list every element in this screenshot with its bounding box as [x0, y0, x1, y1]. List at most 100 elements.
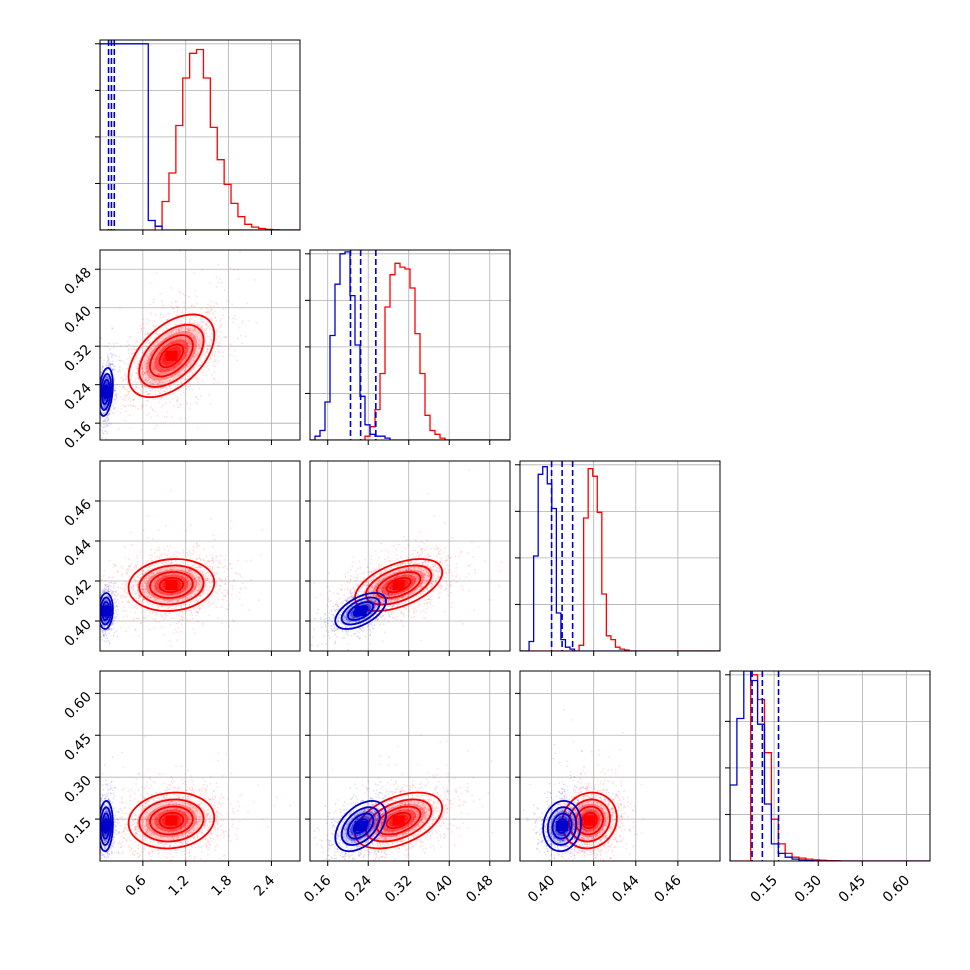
- y-tick-label: 0.42: [61, 577, 94, 610]
- x-tick-label: 0.30: [792, 873, 825, 906]
- blue-scatter-points: [100, 564, 124, 648]
- red-contour: [127, 313, 216, 399]
- y-tick-label: 0.40: [61, 303, 94, 336]
- panel-content: [100, 40, 300, 230]
- blue-contour: [347, 601, 375, 621]
- red-contour: [127, 791, 216, 850]
- red-peak-cell: [392, 580, 405, 590]
- blue-contour: [347, 812, 375, 840]
- panel-content: [310, 250, 510, 440]
- y-tick-label: 0.45: [61, 731, 94, 764]
- blue-contour: [100, 592, 114, 630]
- panel-content: [310, 734, 494, 861]
- x-tick-label: 0.15: [748, 873, 781, 906]
- x-tick-label: 0.40: [525, 873, 558, 906]
- x-tick-label: 1.2: [165, 873, 192, 900]
- red-contour: [149, 334, 194, 378]
- blue-peak-cell: [100, 821, 112, 832]
- panel-frame: [309, 460, 511, 652]
- panel-2-1: [305, 460, 511, 656]
- panel-frame: [729, 670, 931, 862]
- y-tick-label: 0.46: [61, 496, 94, 529]
- panel-frame: [519, 670, 721, 862]
- red-histogram-0: [100, 48, 300, 230]
- y-tick-label: 0.30: [61, 773, 94, 806]
- red-contour: [375, 805, 422, 836]
- panel-3-0: 0.6 1.2 1.8 2.4 0.15 0.30 0.45 0.60: [61, 670, 301, 900]
- blue-histogram-1: [310, 251, 510, 440]
- x-tick-label: 0.40: [423, 873, 456, 906]
- x-tick-label: 2.4: [251, 872, 278, 899]
- red-contour: [149, 571, 194, 599]
- blue-peak-cell: [354, 821, 367, 832]
- x-tick-label: 0.60: [880, 873, 913, 906]
- blue-peak-cell: [354, 606, 367, 616]
- red-peak-cell: [165, 580, 178, 590]
- panel-frame: [309, 670, 511, 862]
- panel-3-3: 0.15 0.30 0.45 0.60: [725, 670, 931, 906]
- red-contour: [158, 576, 185, 594]
- red-contour: [127, 558, 216, 612]
- red-contour: [158, 343, 185, 369]
- red-contour: [158, 811, 185, 830]
- panel-frame: [99, 39, 301, 231]
- x-tick-label: 0.48: [463, 873, 496, 906]
- blue-contour: [334, 592, 387, 630]
- blue-histogram-2: [520, 466, 720, 651]
- red-histogram-3: [730, 674, 930, 861]
- blue-contour: [340, 806, 381, 846]
- y-tick-label: 0.24: [61, 380, 94, 413]
- panel-1-0: 0.16 0.24 0.32 0.40 0.48: [61, 249, 301, 452]
- blue-peak-cell: [100, 386, 112, 397]
- red-contour: [149, 805, 194, 836]
- x-tick-label: 0.24: [342, 872, 375, 905]
- red-contour: [138, 564, 205, 606]
- red-contour: [385, 811, 412, 830]
- blue-histogram-3: [730, 671, 930, 861]
- red-contour: [561, 791, 618, 850]
- y-tick-label: 0.44: [61, 536, 94, 569]
- y-tick-label: 0.15: [61, 815, 94, 848]
- red-contour: [385, 576, 412, 594]
- red-peak-cell: [165, 350, 178, 361]
- panel-frame: [309, 249, 511, 441]
- panel-1-1: [305, 249, 511, 445]
- y-tick-label: 0.32: [61, 342, 94, 375]
- panel-content: [100, 250, 258, 440]
- blue-peak-cell: [100, 606, 112, 616]
- x-tick-label: 1.8: [208, 873, 235, 900]
- red-peak-cell: [392, 815, 405, 826]
- blue-contour: [100, 800, 114, 853]
- panel-content: [520, 461, 720, 651]
- panel-content: [100, 489, 264, 648]
- panel-content: [100, 735, 291, 861]
- panel-3-1: 0.16 0.24 0.32 0.40 0.48: [301, 670, 511, 906]
- y-tick-label: 0.16: [61, 419, 94, 452]
- panel-0-0: [95, 39, 301, 235]
- panel-content: [730, 671, 930, 861]
- red-contour: [138, 798, 205, 843]
- red-contour: [138, 323, 205, 388]
- panel-2-0: 0.40 0.42 0.44 0.46: [61, 460, 301, 656]
- red-peak-cell: [165, 815, 178, 826]
- blue-contour: [100, 366, 114, 417]
- blue-contour: [334, 800, 387, 853]
- x-tick-label: 0.16: [301, 872, 334, 905]
- red-contour: [568, 798, 611, 843]
- red-histogram-2: [520, 467, 720, 651]
- blue-contour: [542, 800, 582, 853]
- red-histogram-1: [310, 262, 510, 440]
- blue-contour: [546, 806, 578, 846]
- panel-content: [310, 461, 503, 651]
- panel-2-2: [515, 460, 721, 656]
- blue-histogram-0: [100, 43, 300, 230]
- blue-peak-cell: [556, 821, 569, 832]
- blue-contour: [340, 596, 381, 626]
- blue-contour: [551, 812, 573, 840]
- y-tick-label: 0.60: [61, 689, 94, 722]
- x-tick-label: 0.45: [836, 873, 869, 906]
- panel-frame: [99, 670, 301, 862]
- x-tick-label: 0.32: [382, 873, 415, 906]
- x-tick-label: 0.42: [567, 873, 600, 906]
